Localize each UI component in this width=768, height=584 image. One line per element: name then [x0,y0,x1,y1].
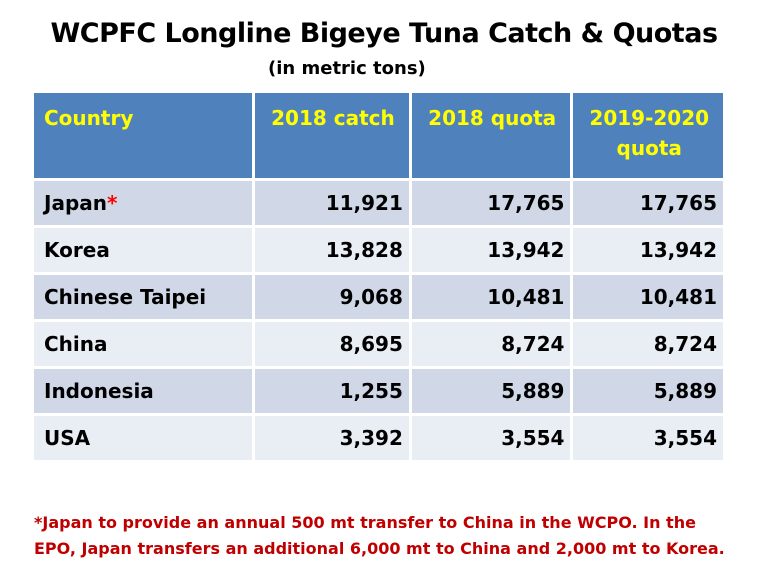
cell-2018-quota: 8,724 [411,322,571,366]
cell-2018-catch: 8,695 [255,322,409,366]
cell-2018-catch: 11,921 [255,181,409,225]
country-name: Japan [44,191,107,215]
cell-country: Chinese Taipei [34,275,252,319]
cell-country: Korea [34,228,252,272]
country-name: USA [44,426,91,450]
footnote-asterisk: * [107,191,118,215]
table-row: Japan* 11,921 17,765 17,765 [34,181,723,225]
cell-2019-2020-quota: 8,724 [573,322,723,366]
footnote: *Japan to provide an annual 500 mt trans… [34,510,764,562]
cell-2019-2020-quota: 10,481 [573,275,723,319]
header-2019-2020-quota: 2019-2020 quota [573,93,723,178]
country-name: China [44,332,108,356]
cell-2018-catch: 1,255 [255,369,409,413]
cell-2018-catch: 3,392 [255,416,409,460]
cell-country: China [34,322,252,366]
table-row: China 8,695 8,724 8,724 [34,322,723,366]
cell-2019-2020-quota: 3,554 [573,416,723,460]
table-row: Chinese Taipei 9,068 10,481 10,481 [34,275,723,319]
table-body: Japan* 11,921 17,765 17,765 Korea 13,828 13,94… [34,181,723,460]
table-row: USA 3,392 3,554 3,554 [34,416,723,460]
header-2019-2020-line2: quota [616,136,682,160]
footnote-line-1: *Japan to provide an annual 500 mt trans… [34,513,696,532]
table-row: Korea 13,828 13,942 13,942 [34,228,723,272]
cell-2018-quota: 13,942 [411,228,571,272]
cell-country: Indonesia [34,369,252,413]
country-name: Korea [44,238,110,262]
table-row: Indonesia 1,255 5,889 5,889 [34,369,723,413]
country-name: Indonesia [44,379,154,403]
cell-2018-quota: 17,765 [411,181,571,225]
country-name: Chinese Taipei [44,285,207,309]
header-2018-catch: 2018 catch [255,93,409,178]
cell-country: USA [34,416,252,460]
cell-2018-quota: 5,889 [411,369,571,413]
header-row: Country 2018 catch 2018 quota 2019-2020 … [34,93,723,178]
cell-2018-quota: 3,554 [411,416,571,460]
header-2018-quota: 2018 quota [411,93,571,178]
cell-2019-2020-quota: 5,889 [573,369,723,413]
cell-2018-quota: 10,481 [411,275,571,319]
chart-title: WCPFC Longline Bigeye Tuna Catch & Quota… [50,18,718,49]
cell-country: Japan* [34,181,252,225]
header-2019-2020-line1: 2019-2020 [589,106,710,130]
data-table: Country 2018 catch 2018 quota 2019-2020 … [31,90,726,463]
chart-subtitle: (in metric tons) [268,58,426,79]
cell-2019-2020-quota: 17,765 [573,181,723,225]
header-country: Country [34,93,252,178]
cell-2018-catch: 9,068 [255,275,409,319]
footnote-line-2: EPO, Japan transfers an additional 6,000… [34,539,725,558]
cell-2019-2020-quota: 13,942 [573,228,723,272]
cell-2018-catch: 13,828 [255,228,409,272]
